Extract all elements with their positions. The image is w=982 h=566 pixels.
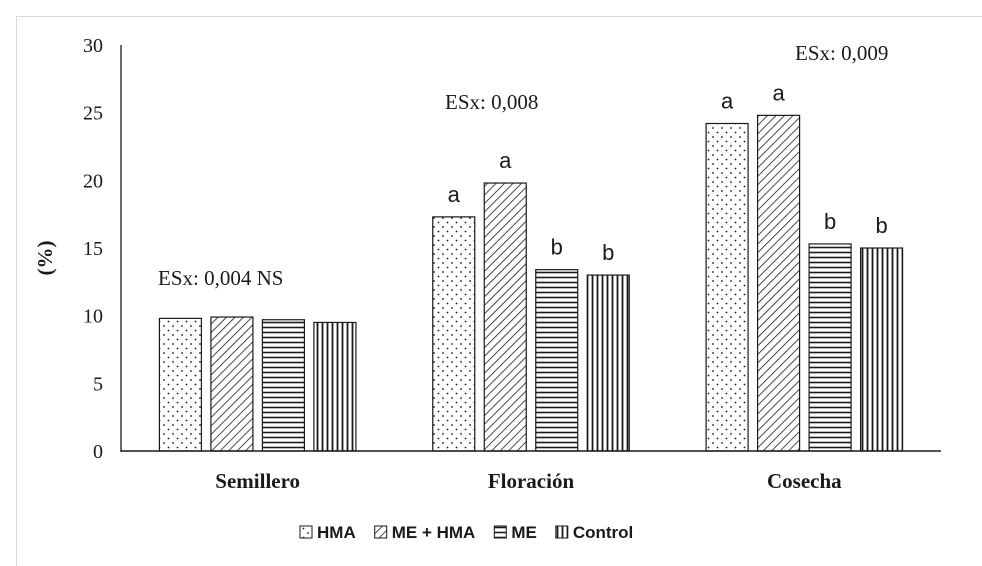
bar-me-semillero	[261, 319, 306, 452]
bar-hma-floración	[432, 216, 476, 452]
y-axis-ticks: 0 5 10 15 20 25 30	[83, 35, 103, 463]
y-tick-label: 15	[83, 238, 103, 260]
bar-me-floración	[535, 269, 579, 452]
esx-annotations: ESx: 0,004 NS ESx: 0,008 ESx: 0,009	[158, 41, 888, 290]
frame-top-border	[16, 16, 982, 17]
significance-letter: b	[875, 213, 887, 238]
significance-letter: b	[824, 209, 836, 234]
legend-swatch	[555, 525, 569, 539]
bar-me-hma-floración	[483, 182, 527, 452]
bar-me-cosecha	[808, 243, 852, 452]
x-axis-category-labels: Semillero Floración Cosecha	[215, 469, 842, 493]
significance-letter: a	[448, 182, 461, 207]
esx-annotation: ESx: 0,008	[445, 90, 538, 114]
legend-swatch	[299, 525, 313, 539]
legend-label: ME	[511, 523, 537, 542]
legend: HMA ME + HMA ME Control	[299, 523, 633, 542]
frame-left-border	[16, 16, 17, 566]
bar-control-cosecha	[859, 247, 904, 452]
significance-letter: a	[721, 88, 734, 113]
y-tick-label: 25	[83, 103, 103, 125]
esx-annotation: ESx: 0,004 NS	[158, 266, 283, 290]
bar-hma-cosecha	[705, 122, 749, 452]
legend-swatch	[493, 525, 507, 539]
bar-me-hma-cosecha	[756, 114, 801, 452]
legend-label: ME + HMA	[392, 523, 476, 542]
significance-letter: a	[772, 80, 785, 105]
legend-swatch	[374, 525, 388, 539]
x-category-label: Semillero	[215, 469, 300, 493]
bar-me-hma-semillero	[210, 316, 254, 452]
y-tick-label: 10	[83, 306, 103, 328]
significance-letter: a	[499, 148, 512, 173]
significance-letter: b	[602, 240, 614, 265]
legend-label: HMA	[317, 523, 356, 542]
bar-control-semillero	[313, 321, 357, 452]
x-category-label: Cosecha	[767, 469, 842, 493]
significance-letter: b	[551, 235, 563, 260]
esx-annotation: ESx: 0,009	[795, 41, 888, 65]
x-category-label: Floración	[488, 469, 575, 493]
y-tick-label: 30	[83, 35, 103, 57]
significance-letters: a a b b a a b b	[448, 80, 888, 265]
bar-hma-semillero	[158, 317, 203, 452]
y-tick-label: 5	[93, 373, 103, 395]
y-tick-label: 0	[93, 441, 103, 463]
y-axis-label: (%)	[33, 241, 57, 276]
y-tick-label: 20	[83, 170, 103, 192]
bars	[158, 114, 904, 452]
legend-label: Control	[573, 523, 633, 542]
bar-control-floración	[586, 274, 630, 452]
